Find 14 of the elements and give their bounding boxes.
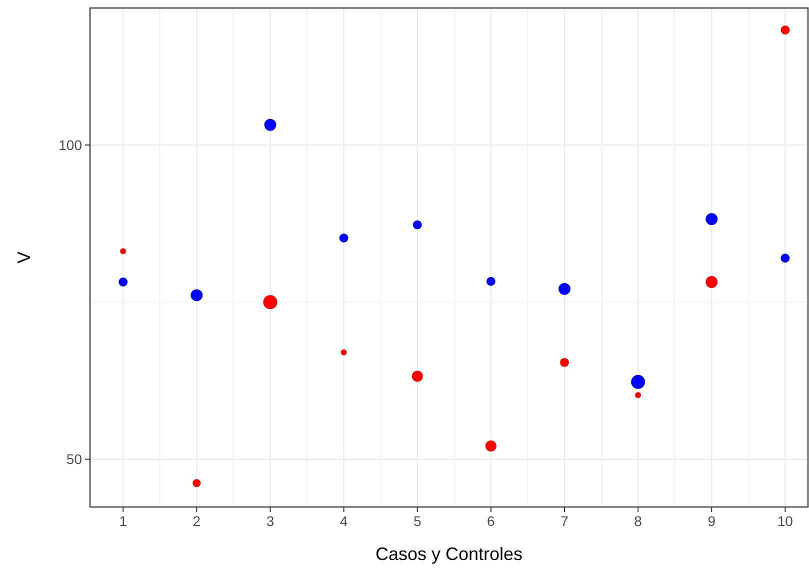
x-tick-label: 2 xyxy=(192,513,201,529)
x-tick-label: 10 xyxy=(777,513,794,529)
y-axis-title: V xyxy=(14,251,34,264)
x-tick-label: 7 xyxy=(560,513,569,529)
x-tick-label: 3 xyxy=(266,513,274,529)
x-tick-label: 1 xyxy=(119,513,128,529)
x-tick-label: 6 xyxy=(487,513,496,529)
x-tick-label: 5 xyxy=(413,513,422,529)
x-tick-label: 8 xyxy=(634,513,642,529)
y-tick-label: 100 xyxy=(58,137,82,154)
x-tick-label: 4 xyxy=(340,513,348,529)
y-tick-label: 50 xyxy=(66,451,82,468)
x-tick-label: 9 xyxy=(708,513,716,529)
x-axis-title: Casos y Controles xyxy=(375,544,523,564)
